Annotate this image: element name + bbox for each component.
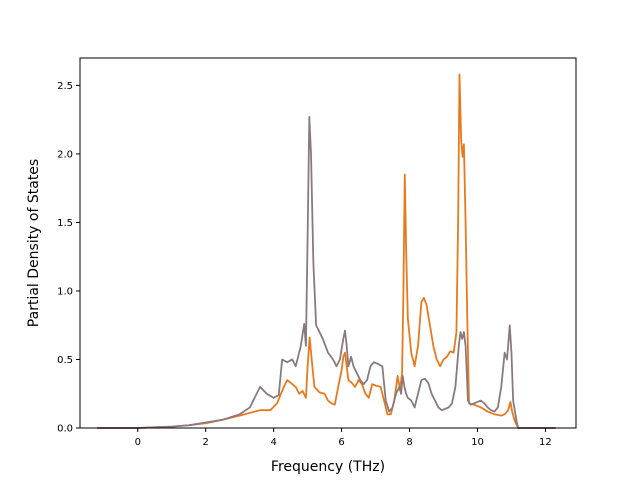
- y-tick-label: 2.0: [57, 149, 73, 160]
- series-line-2: [96, 116, 556, 429]
- y-axis-label: Partial Density of States: [26, 159, 42, 327]
- x-tick-label: 6: [338, 437, 344, 448]
- y-tick-label: 1.5: [57, 218, 73, 229]
- x-ticks: 0 2 4 6 8 10 12: [135, 428, 552, 448]
- y-tick-label: 0.5: [57, 355, 73, 366]
- y-tick-label: 1.0: [57, 286, 73, 297]
- x-tick-label: 2: [203, 437, 209, 448]
- plot-frame: [79, 57, 577, 429]
- series-layer: [96, 73, 556, 429]
- y-ticks: 0.0 0.5 1.0 1.5 2.0 2.5: [57, 81, 80, 435]
- y-tick-label: 0.0: [57, 424, 73, 435]
- x-tick-label: 0: [135, 437, 141, 448]
- x-tick-label: 4: [270, 437, 276, 448]
- x-tick-label: 12: [539, 437, 552, 448]
- plot-background: [80, 58, 576, 428]
- x-tick-label: 8: [406, 437, 412, 448]
- x-axis-label: Frequency (THz): [271, 459, 385, 475]
- x-tick-label: 10: [471, 437, 484, 448]
- series-line-1: [96, 73, 556, 429]
- y-tick-label: 2.5: [57, 81, 73, 92]
